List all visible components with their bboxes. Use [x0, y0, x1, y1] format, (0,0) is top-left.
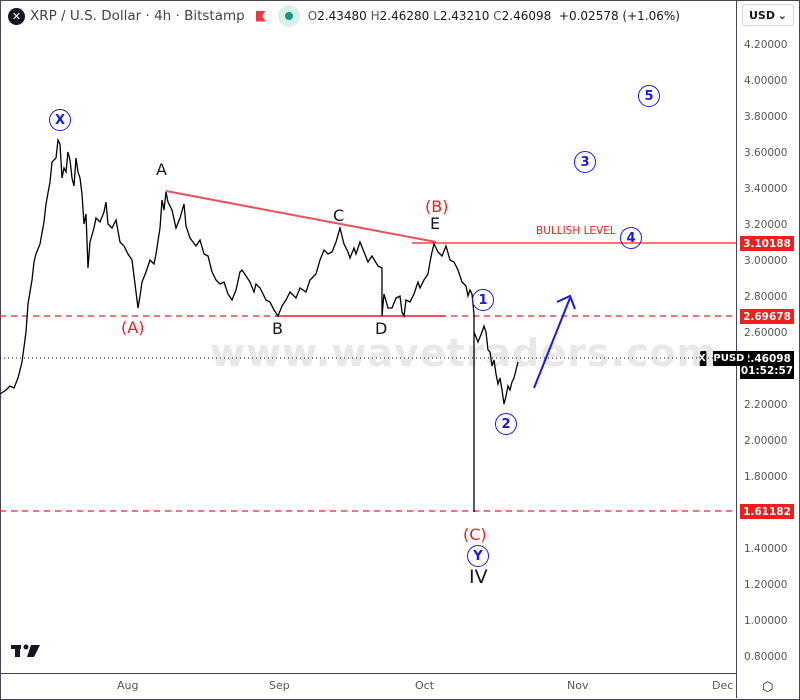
- bullish-level-label: BULLISH LEVEL: [536, 225, 616, 237]
- time-label: Aug: [117, 679, 139, 692]
- price-axis[interactable]: [736, 0, 799, 698]
- wave-4-label: 4: [620, 227, 642, 249]
- wave-1-label: 1: [472, 289, 494, 311]
- price-tick: 3.60000: [744, 147, 788, 159]
- flag-icon[interactable]: [255, 10, 266, 22]
- xrp-icon: ✕: [8, 7, 25, 25]
- wave-5-label: 5: [638, 85, 660, 107]
- price-tick: 1.20000: [744, 579, 788, 591]
- wave-3-label: 3: [574, 151, 596, 173]
- price-tick: 3.40000: [744, 183, 788, 195]
- wave-b-paren-label: (B): [425, 197, 449, 216]
- price-tick: 1.80000: [744, 471, 788, 483]
- price-tick: 3.80000: [744, 111, 788, 123]
- currency-select[interactable]: USD ⌄: [742, 4, 794, 26]
- price-tick: 2.20000: [744, 399, 788, 411]
- wave-a-paren-label: (A): [121, 318, 145, 337]
- time-label: Oct: [415, 679, 435, 692]
- price-tick: 1.40000: [744, 543, 788, 555]
- chevron-down-icon: ⌄: [777, 8, 787, 22]
- time-label: Sep: [269, 679, 290, 692]
- settings-icon[interactable]: ⬡: [762, 680, 774, 695]
- price-tick: 2.60000: [744, 327, 788, 339]
- price-tick: 2.00000: [744, 435, 788, 447]
- price-tick: 4.20000: [744, 39, 788, 51]
- symbol-tag: XRPUSD: [694, 351, 749, 366]
- time-label: Nov: [567, 679, 589, 692]
- wave-c-label: C: [333, 206, 345, 225]
- wave-iv-label: IV: [469, 566, 488, 588]
- wave-x-label: X: [49, 109, 71, 131]
- watermark: www.wavetraders.com: [210, 331, 718, 375]
- time-label: Dec: [712, 679, 734, 692]
- low-level-badge: 1.61182: [740, 504, 794, 519]
- wave-b-label: B: [272, 319, 283, 338]
- price-tick: 0.80000: [744, 651, 788, 663]
- symbol-title[interactable]: XRP / U.S. Dollar · 4h · Bitstamp: [30, 8, 245, 24]
- current-price-badge: 2.46098 01:52:57: [740, 351, 794, 379]
- price-chart[interactable]: [0, 32, 736, 673]
- price-tick: 3.20000: [744, 219, 788, 231]
- wave-a-label: A: [156, 160, 167, 179]
- chart-header: ✕ XRP / U.S. Dollar · 4h · Bitstamp O2.4…: [0, 0, 736, 32]
- ohlc-values: O2.43480 H2.46280 L2.43210 C2.46098 +0.0…: [307, 9, 680, 23]
- time-axis[interactable]: [0, 673, 736, 699]
- wave-y-label: Y: [467, 545, 489, 567]
- wave-d-label: D: [375, 319, 388, 338]
- price-tick: 3.00000: [744, 255, 788, 267]
- bullish-level-badge: 3.10188: [740, 236, 794, 251]
- price-tick: 2.80000: [744, 291, 788, 303]
- mid-level-badge: 2.69678: [740, 309, 794, 324]
- wave-2-label: 2: [495, 413, 517, 435]
- price-tick: 4.00000: [744, 75, 788, 87]
- tradingview-logo[interactable]: [10, 643, 42, 663]
- price-tick: 1.00000: [744, 615, 788, 627]
- wave-c-paren-label: (C): [463, 525, 487, 544]
- market-open-icon: [277, 5, 300, 27]
- wave-e-label: E: [430, 214, 441, 233]
